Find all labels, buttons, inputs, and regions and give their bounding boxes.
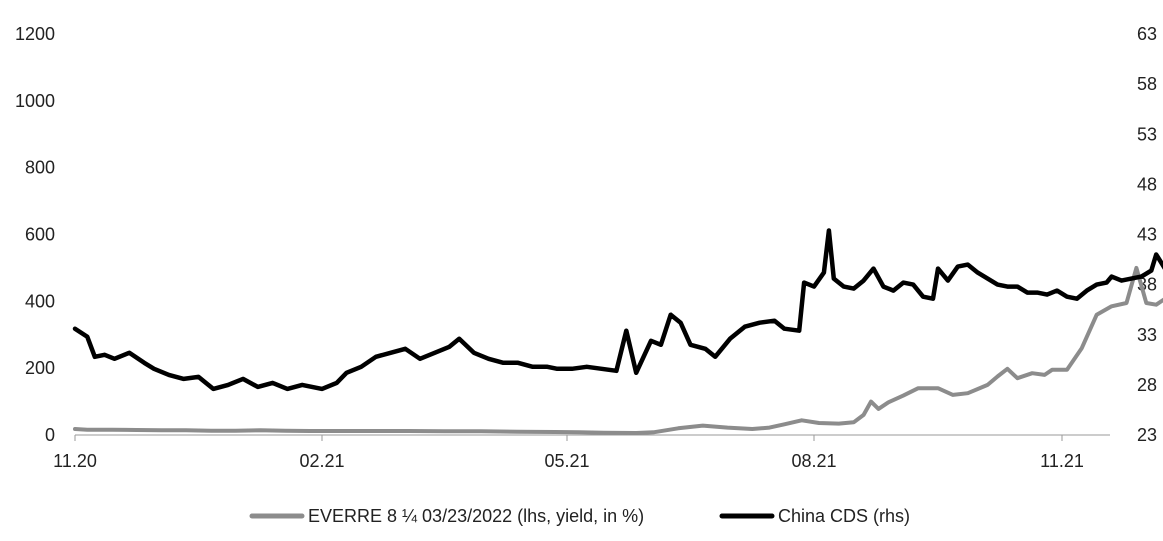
y-left-tick-label: 1000 xyxy=(15,91,55,111)
legend-item-everre: EVERRE 8 ¼ 03/23/2022 (lhs, yield, in %) xyxy=(249,506,644,526)
x-tick-label: 08.21 xyxy=(791,451,836,471)
series-line-china-cds xyxy=(72,228,1163,392)
y-left-tick-label: 200 xyxy=(25,358,55,378)
y-right-tick-label: 63 xyxy=(1137,24,1157,44)
legend-item-china-cds: China CDS (rhs) xyxy=(719,506,910,526)
legend-label: China CDS (rhs) xyxy=(778,506,910,526)
y-left-tick-label: 1200 xyxy=(15,24,55,44)
y-right-tick-label: 58 xyxy=(1137,74,1157,94)
y-right-tick-label: 43 xyxy=(1137,225,1157,245)
x-tick-label: 11.21 xyxy=(1040,451,1084,471)
y-right-tick-label: 53 xyxy=(1137,124,1157,144)
x-tick-label: 05.21 xyxy=(544,451,589,471)
axes: 11.20 02.21 05.21 08.21 11.21 0 200 400 600 800 10… xyxy=(15,24,1157,471)
x-tick-label: 02.21 xyxy=(299,451,344,471)
legend-label: EVERRE 8 ¼ 03/23/2022 (lhs, yield, in %) xyxy=(308,506,644,526)
y-right-tick-label: 48 xyxy=(1137,174,1157,194)
series-line-everre xyxy=(73,265,1163,435)
y-right-tick-label: 33 xyxy=(1137,325,1157,345)
plot-area xyxy=(72,228,1163,435)
x-tick-label: 11.20 xyxy=(53,451,97,471)
legend: EVERRE 8 ¼ 03/23/2022 (lhs, yield, in %)… xyxy=(249,506,910,526)
y-left-tick-label: 400 xyxy=(25,291,55,311)
y-left-tick-label: 800 xyxy=(25,158,55,178)
y-left-tick-label: 0 xyxy=(45,425,55,445)
y-right-tick-label: 23 xyxy=(1137,425,1157,445)
y-left-tick-label: 600 xyxy=(25,225,55,245)
y-right-tick-label: 28 xyxy=(1137,375,1157,395)
